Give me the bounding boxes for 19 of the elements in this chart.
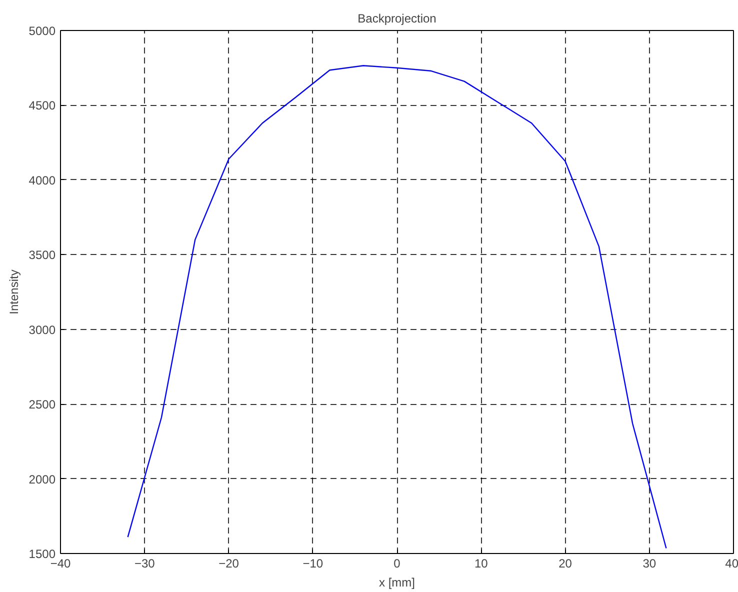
x-tick-label: 20 — [558, 556, 572, 570]
x-tick-label: 40 — [725, 556, 738, 570]
y-tick-label: 2000 — [28, 472, 56, 486]
chart-title: Backprojection — [358, 12, 436, 26]
y-tick-label: 4000 — [28, 173, 56, 188]
x-tick-label: −30 — [134, 556, 156, 570]
y-tick-label: 3000 — [28, 322, 56, 337]
x-tick-label: −20 — [218, 556, 240, 570]
x-axis-title: x [mm] — [379, 576, 416, 590]
x-tick-label: 30 — [642, 556, 656, 570]
y-tick-label: 4500 — [28, 98, 56, 113]
y-axis-title: Intensity — [6, 270, 21, 314]
y-tick-label: 3500 — [28, 248, 56, 262]
x-tick-label: 0 — [394, 556, 401, 570]
line-series — [127, 65, 667, 549]
x-tick-label: −10 — [302, 556, 324, 570]
x-tick-label: 10 — [474, 556, 488, 570]
y-tick-label: 5000 — [28, 24, 56, 38]
y-tick-label: 2500 — [28, 398, 56, 412]
